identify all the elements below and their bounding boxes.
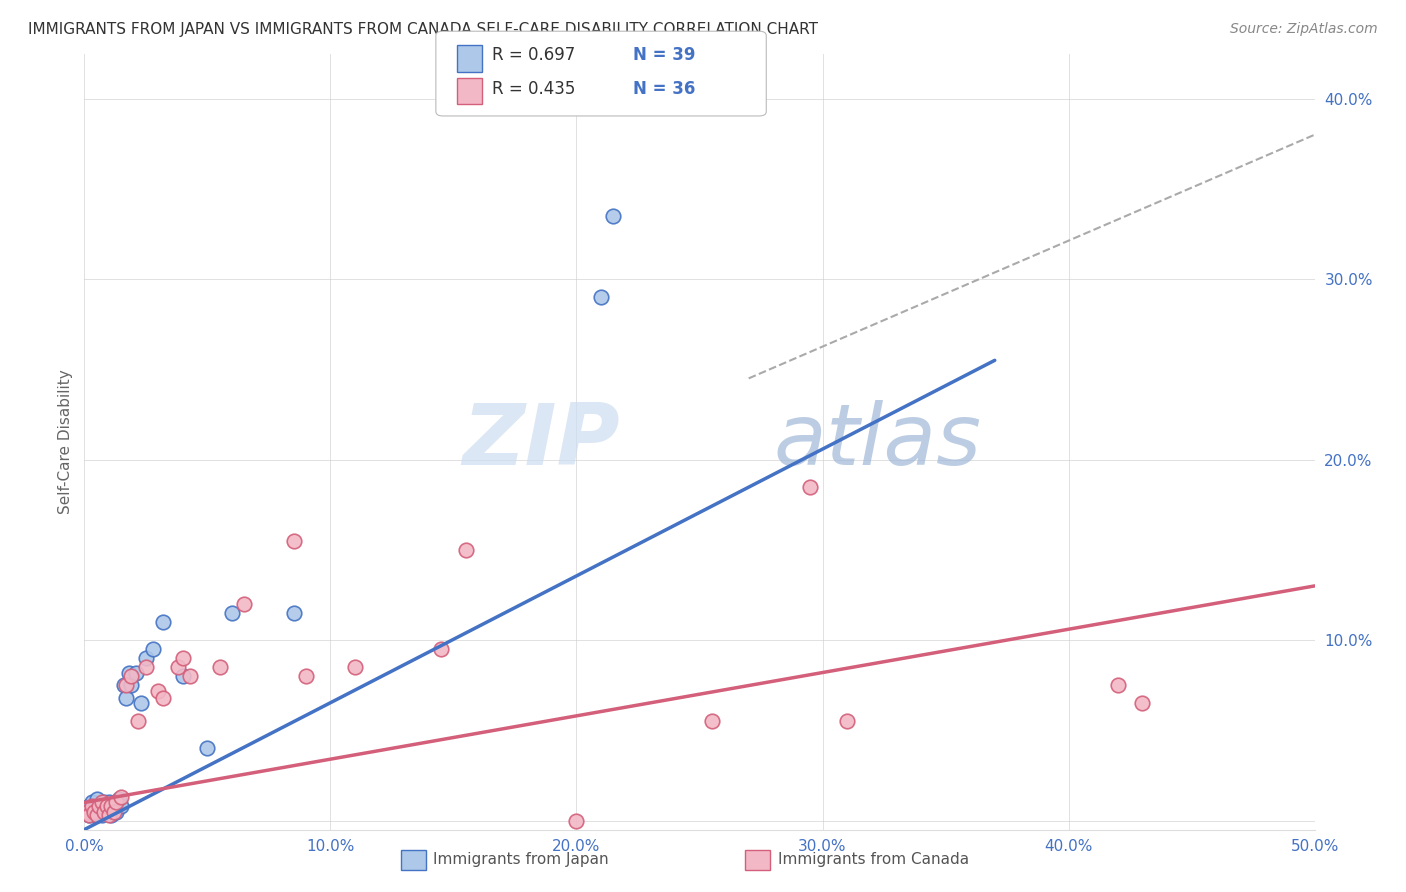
Point — [87, 799, 111, 814]
Y-axis label: Self-Care Disability: Self-Care Disability — [58, 369, 73, 514]
Point — [118, 665, 141, 680]
Point — [283, 533, 305, 548]
Point — [90, 797, 112, 812]
Point — [565, 814, 588, 828]
Point — [233, 597, 256, 611]
Point — [80, 799, 103, 814]
Point — [100, 808, 122, 822]
Text: Immigrants from Canada: Immigrants from Canada — [778, 853, 969, 867]
Point — [103, 805, 125, 819]
Text: N = 36: N = 36 — [633, 80, 695, 98]
Point — [602, 209, 624, 223]
Point — [799, 480, 821, 494]
Point — [76, 805, 98, 819]
Point — [98, 808, 120, 822]
Point — [148, 683, 170, 698]
Point — [87, 799, 111, 814]
Point — [93, 805, 115, 819]
Point — [110, 799, 132, 814]
Point — [283, 606, 305, 620]
Point — [90, 796, 112, 810]
Point — [83, 801, 105, 815]
Point — [129, 696, 152, 710]
Point — [110, 790, 132, 805]
Point — [93, 796, 115, 810]
Point — [208, 660, 231, 674]
Point — [120, 669, 142, 683]
Point — [1107, 678, 1129, 692]
Point — [80, 805, 103, 819]
Point — [115, 690, 138, 705]
Point — [172, 651, 194, 665]
Point — [76, 805, 98, 819]
Point — [105, 796, 128, 810]
Text: IMMIGRANTS FROM JAPAN VS IMMIGRANTS FROM CANADA SELF-CARE DISABILITY CORRELATION: IMMIGRANTS FROM JAPAN VS IMMIGRANTS FROM… — [28, 22, 818, 37]
Point — [115, 678, 138, 692]
Point — [80, 796, 103, 810]
Point — [166, 660, 188, 674]
Point — [430, 642, 453, 657]
Point — [135, 651, 157, 665]
Point — [172, 669, 194, 683]
Point — [98, 805, 120, 819]
Point — [86, 808, 108, 822]
Text: R = 0.697: R = 0.697 — [492, 46, 575, 64]
Point — [700, 714, 723, 729]
Point — [100, 799, 122, 814]
Text: N = 39: N = 39 — [633, 46, 695, 64]
Point — [179, 669, 201, 683]
Point — [105, 805, 128, 819]
Point — [79, 808, 101, 822]
Point — [96, 806, 118, 821]
Point — [90, 808, 112, 822]
Point — [295, 669, 318, 683]
Text: Immigrants from Japan: Immigrants from Japan — [433, 853, 609, 867]
Point — [86, 805, 108, 819]
Point — [197, 741, 219, 756]
Point — [83, 805, 105, 819]
Point — [837, 714, 859, 729]
Point — [1130, 696, 1153, 710]
Point — [128, 714, 150, 729]
Point — [79, 799, 101, 814]
Text: ZIP: ZIP — [463, 400, 620, 483]
Point — [83, 808, 105, 822]
Point — [98, 796, 120, 810]
Point — [112, 678, 135, 692]
Point — [108, 792, 131, 806]
Point — [454, 542, 477, 557]
Point — [96, 799, 118, 814]
Point — [152, 690, 174, 705]
Point — [344, 660, 367, 674]
Point — [103, 801, 125, 815]
Point — [142, 642, 165, 657]
Point — [120, 678, 142, 692]
Point — [79, 808, 101, 822]
Text: R = 0.435: R = 0.435 — [492, 80, 575, 98]
Point — [125, 665, 148, 680]
Point — [152, 615, 174, 629]
Point — [86, 792, 108, 806]
Point — [87, 806, 111, 821]
Point — [135, 660, 157, 674]
Point — [93, 805, 115, 819]
Point — [96, 799, 118, 814]
Text: atlas: atlas — [773, 400, 981, 483]
Point — [221, 606, 243, 620]
Point — [591, 290, 613, 304]
Text: Source: ZipAtlas.com: Source: ZipAtlas.com — [1230, 22, 1378, 37]
